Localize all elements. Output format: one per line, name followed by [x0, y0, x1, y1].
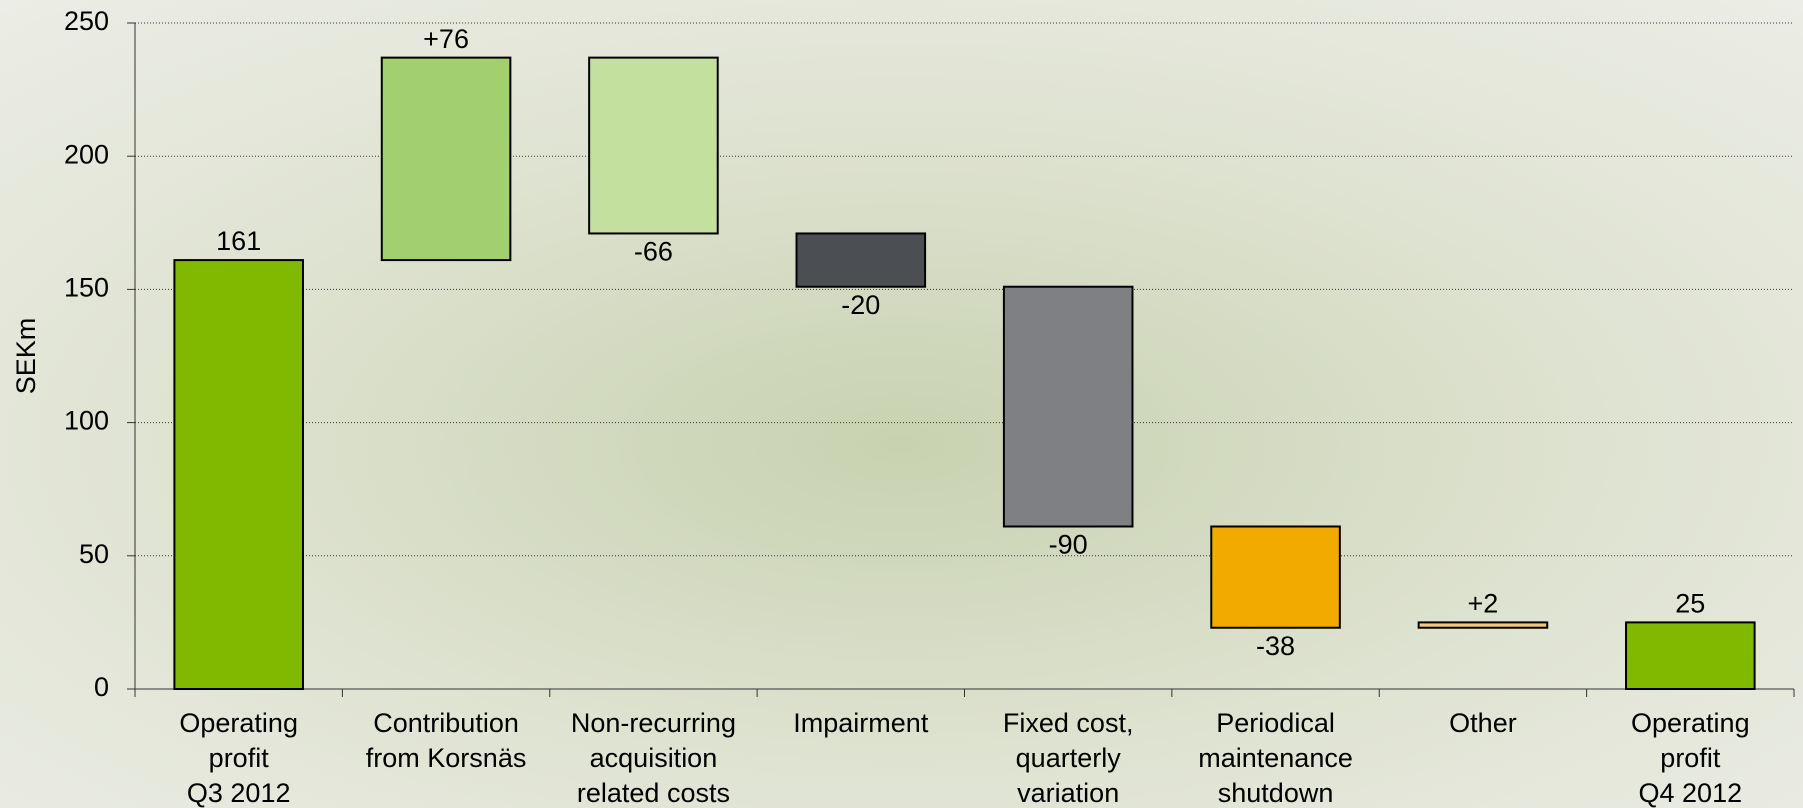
data-label: -66: [634, 237, 673, 267]
x-tick-label: Non-recurring acquisition related costs: [571, 708, 736, 808]
data-label: -38: [1256, 631, 1295, 661]
data-label: -20: [841, 290, 880, 320]
data-label: +2: [1468, 589, 1499, 619]
x-tick-label: Contribution from Korsnäs: [366, 708, 527, 773]
bar: [1210, 525, 1341, 629]
y-tick-label: 100: [64, 406, 109, 436]
y-tick-label: 250: [64, 6, 109, 36]
x-tick-label: Periodical maintenance shutdown: [1198, 708, 1353, 808]
data-label: +76: [423, 24, 469, 54]
data-label: 25: [1675, 589, 1705, 619]
data-label: -90: [1049, 530, 1088, 560]
y-axis-title: SEKm: [11, 318, 41, 395]
x-tick-label: Fixed cost, quarterly variation: [1003, 708, 1134, 808]
y-tick-label: 50: [79, 539, 109, 569]
y-tick-label: 200: [64, 139, 109, 169]
x-tick-label: Impairment: [793, 708, 929, 738]
bar: [1625, 621, 1756, 691]
bar: [588, 56, 719, 235]
x-tick-label: Other: [1449, 708, 1517, 738]
bar: [173, 259, 304, 690]
data-label: 161: [216, 226, 261, 256]
y-tick-label: 150: [64, 273, 109, 303]
x-tick-label: Operating profit Q4 2012: [1631, 708, 1750, 808]
y-tick-label: 0: [94, 672, 109, 702]
bar: [795, 232, 927, 288]
bar: [1417, 621, 1549, 629]
bar: [1002, 285, 1134, 528]
bar: [380, 56, 512, 262]
x-tick-label: Operating profit Q3 2012: [179, 708, 298, 808]
